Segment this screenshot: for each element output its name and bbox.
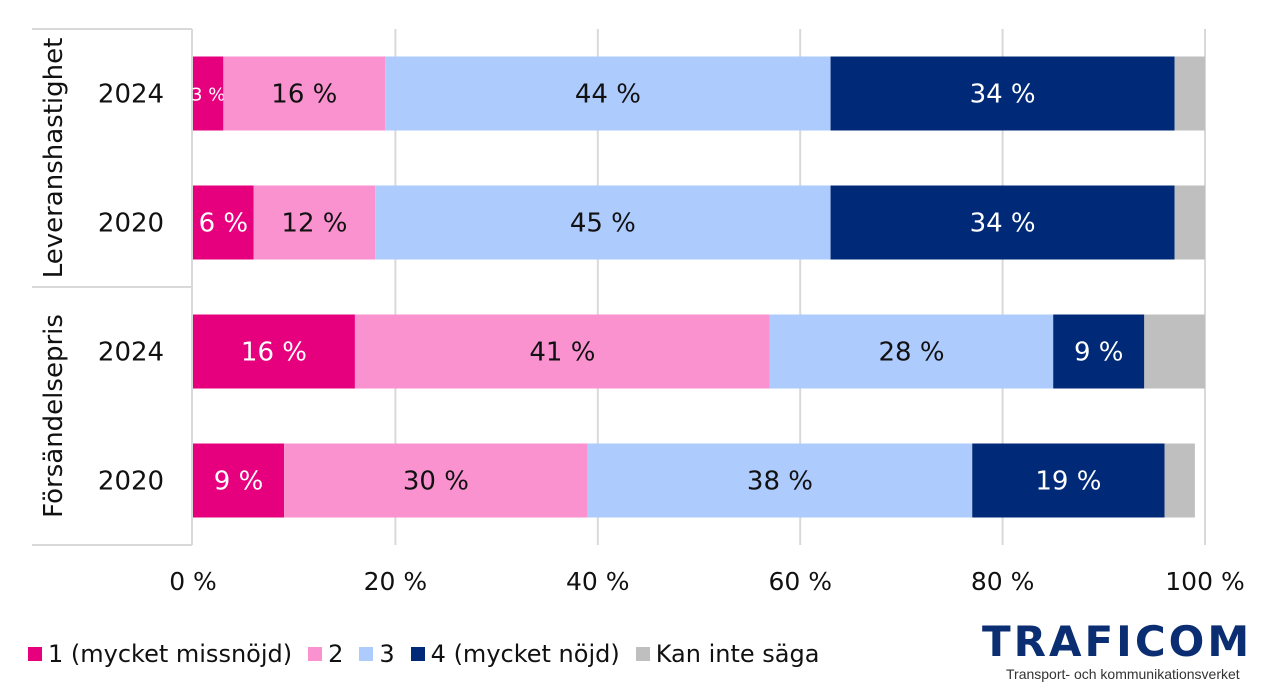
legend-swatch	[28, 647, 42, 661]
bar-segment	[193, 443, 285, 518]
data-label: 12 %	[281, 209, 347, 239]
group-label: Leveranshastighet	[39, 38, 69, 279]
x-tick-label: 0 %	[169, 567, 217, 596]
group-label: Försändelsepris	[39, 314, 69, 518]
legend: 1 (mycket missnöjd) 2 3 4 (mycket nöjd) Kan …	[28, 640, 835, 668]
bar-segment	[1174, 185, 1205, 260]
traficom-logo: TRAFICOM Transport- och kommunikationsve…	[982, 617, 1253, 683]
data-label: 28 %	[878, 338, 944, 368]
x-tick-label: 80 %	[971, 567, 1035, 596]
legend-swatch	[635, 647, 650, 661]
category-label: 2024	[98, 338, 164, 368]
data-label: 9 %	[1074, 338, 1124, 368]
bar-segment	[1174, 56, 1205, 131]
bar-segment	[354, 314, 770, 389]
bar-segment	[1164, 443, 1195, 518]
data-label: 34 %	[970, 80, 1036, 110]
bar-segment	[587, 443, 973, 518]
stacked-bar-chart: 0 % 20 % 40 % 60 % 80 % 100 % Leveranshastighe…	[32, 28, 1245, 596]
x-tick-label: 40 %	[566, 567, 630, 596]
data-label: 41 %	[529, 338, 595, 368]
legend-label: 3	[379, 640, 395, 668]
data-label: 16 %	[241, 338, 307, 368]
data-label: 30 %	[403, 467, 469, 497]
legend-item: 3	[359, 640, 395, 668]
legend-label: 2	[328, 640, 344, 668]
data-label: 3 %	[191, 85, 225, 106]
bar-segment	[284, 443, 588, 518]
legend-swatch	[359, 647, 374, 661]
bar-segment	[193, 314, 355, 389]
bar-segment	[972, 443, 1165, 518]
bar-segment	[830, 185, 1175, 260]
data-label: 16 %	[271, 80, 337, 110]
data-label: 9 %	[214, 467, 264, 497]
bar-segment	[375, 185, 831, 260]
legend-label: 4 (mycket nöjd)	[430, 640, 620, 668]
data-label: 34 %	[970, 209, 1036, 239]
legend-item: Kan inte säga	[635, 640, 820, 668]
data-label: 44 %	[575, 80, 641, 110]
x-tick-label: 60 %	[768, 567, 832, 596]
legend-swatch	[308, 647, 323, 661]
legend-item: 4 (mycket nöjd)	[410, 640, 620, 668]
bar-segment	[1053, 314, 1145, 389]
bar-segment	[830, 56, 1175, 131]
x-tick-label: 20 %	[364, 567, 428, 596]
logo-word: TRAFICOM	[982, 617, 1253, 666]
bar-segment	[193, 56, 224, 131]
legend-swatch	[410, 647, 425, 661]
data-label: 38 %	[747, 467, 813, 497]
bar-segment	[385, 56, 831, 131]
bar-segment	[223, 56, 386, 131]
data-label: 6 %	[199, 209, 249, 239]
x-tick-label: 100 %	[1165, 567, 1244, 596]
legend-item: 1 (mycket missnöjd)	[28, 640, 292, 668]
category-label: 2020	[98, 467, 164, 497]
logo-subtitle: Transport- och kommunikationsverket	[1006, 666, 1240, 682]
data-label: 19 %	[1035, 467, 1101, 497]
data-label: 45 %	[570, 209, 636, 239]
bar-segment	[253, 185, 376, 260]
category-label: 2020	[98, 209, 164, 239]
bar-segment	[193, 185, 254, 260]
bar-segment	[769, 314, 1054, 389]
category-label: 2024	[98, 80, 164, 110]
legend-item: 2	[308, 640, 343, 668]
legend-label: 1 (mycket missnöjd)	[48, 640, 293, 668]
bar-segment	[1144, 314, 1205, 389]
legend-label: Kan inte säga	[655, 640, 820, 668]
